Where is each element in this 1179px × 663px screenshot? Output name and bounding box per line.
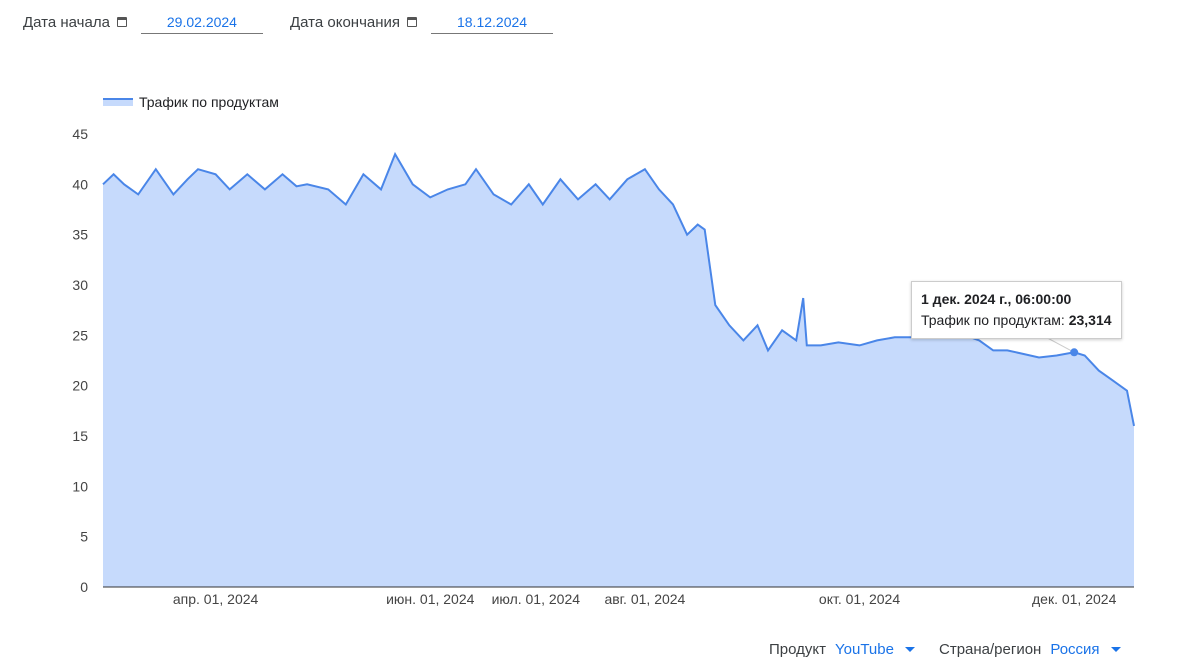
tooltip-series: Трафик по продуктам: bbox=[921, 312, 1065, 328]
tooltip-title: 1 дек. 2024 г., 06:00:00 bbox=[921, 291, 1072, 307]
start-date-input[interactable]: 29.02.2024 bbox=[140, 14, 263, 34]
y-tick-label: 15 bbox=[72, 428, 88, 444]
end-date-control: Дата окончания 18.12.2024 bbox=[290, 10, 554, 34]
y-tick-label: 5 bbox=[80, 529, 88, 545]
product-label: Продукт bbox=[769, 641, 826, 658]
y-tick-label: 35 bbox=[72, 227, 88, 243]
x-tick-label: июн. 01, 2024 bbox=[386, 591, 475, 607]
y-tick-label: 10 bbox=[72, 478, 88, 494]
tooltip: 1 дек. 2024 г., 06:00:00 Трафик по проду… bbox=[911, 281, 1122, 339]
calendar-icon[interactable] bbox=[116, 17, 127, 27]
region-value[interactable]: Россия bbox=[1050, 641, 1100, 658]
start-date-control: Дата начала 29.02.2024 bbox=[23, 10, 263, 34]
calendar-icon[interactable] bbox=[407, 17, 418, 27]
area-fill bbox=[103, 154, 1134, 587]
x-tick-label: апр. 01, 2024 bbox=[173, 591, 259, 607]
dropdown-arrow-icon[interactable] bbox=[1110, 647, 1121, 652]
region-label: Страна/регион bbox=[939, 641, 1042, 658]
dropdown-arrow-icon[interactable] bbox=[904, 647, 915, 652]
end-date-input[interactable]: 18.12.2024 bbox=[431, 14, 554, 34]
product-value[interactable]: YouTube bbox=[835, 641, 894, 658]
product-filter[interactable]: Продукт YouTube bbox=[769, 641, 915, 658]
legend-label: Трафик по продуктам bbox=[139, 94, 279, 110]
y-tick-label: 20 bbox=[72, 378, 88, 394]
chart-legend: Трафик по продуктам bbox=[103, 94, 279, 110]
end-date-label: Дата окончания bbox=[290, 13, 401, 31]
y-tick-label: 0 bbox=[80, 579, 88, 595]
x-tick-label: июл. 01, 2024 bbox=[492, 591, 581, 607]
y-tick-label: 45 bbox=[72, 126, 88, 142]
x-tick-label: дек. 01, 2024 bbox=[1032, 591, 1117, 607]
start-date-label: Дата начала bbox=[23, 13, 110, 31]
legend-swatch bbox=[103, 98, 133, 106]
x-tick-label: авг. 01, 2024 bbox=[604, 591, 685, 607]
y-tick-label: 25 bbox=[72, 327, 88, 343]
highlighted-point bbox=[1070, 348, 1079, 357]
tooltip-value: 23,314 bbox=[1068, 312, 1112, 328]
x-tick-label: окт. 01, 2024 bbox=[819, 591, 900, 607]
y-tick-label: 30 bbox=[72, 277, 88, 293]
y-tick-label: 40 bbox=[72, 176, 88, 192]
region-filter[interactable]: Страна/регион Россия bbox=[939, 641, 1121, 658]
